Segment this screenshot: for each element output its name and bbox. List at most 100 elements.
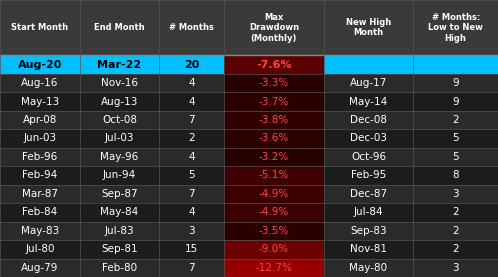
Bar	[413, 222, 498, 240]
Text: Mar-22: Mar-22	[98, 60, 141, 70]
Text: 9: 9	[452, 78, 459, 88]
Bar	[159, 258, 224, 277]
Bar	[324, 111, 413, 129]
Bar	[224, 203, 324, 222]
Text: Apr-08: Apr-08	[22, 115, 57, 125]
Text: Jul-03: Jul-03	[105, 134, 134, 143]
Bar	[80, 166, 159, 185]
Text: Feb-94: Feb-94	[22, 170, 57, 180]
Text: 2: 2	[452, 115, 459, 125]
Bar	[159, 92, 224, 111]
Text: New High
Month: New High Month	[346, 18, 391, 37]
Text: Sep-87: Sep-87	[101, 189, 138, 199]
Text: Aug-16: Aug-16	[21, 78, 59, 88]
Bar	[224, 74, 324, 92]
Text: 20: 20	[184, 60, 199, 70]
Bar	[224, 240, 324, 258]
Text: 7: 7	[188, 189, 195, 199]
Text: -5.1%: -5.1%	[259, 170, 289, 180]
Bar	[80, 74, 159, 92]
Text: 3: 3	[188, 226, 195, 236]
Bar	[413, 203, 498, 222]
Text: Feb-95: Feb-95	[351, 170, 386, 180]
Text: 15: 15	[185, 244, 198, 254]
Bar	[224, 185, 324, 203]
Text: Oct-08: Oct-08	[102, 115, 137, 125]
Text: Dec-03: Dec-03	[350, 134, 387, 143]
Bar	[159, 222, 224, 240]
Text: Aug-17: Aug-17	[350, 78, 387, 88]
Bar	[324, 222, 413, 240]
Bar	[413, 148, 498, 166]
Bar	[80, 240, 159, 258]
Text: Jul-84: Jul-84	[354, 207, 383, 217]
Text: Max
Drawdown
(Monthly): Max Drawdown (Monthly)	[249, 13, 299, 43]
Text: ?: ?	[365, 60, 372, 70]
Bar	[0, 0, 80, 55]
Bar	[159, 0, 224, 55]
Text: Jul-80: Jul-80	[25, 244, 55, 254]
Text: 2: 2	[452, 226, 459, 236]
Bar	[0, 74, 80, 92]
Bar	[159, 166, 224, 185]
Bar	[0, 240, 80, 258]
Text: Nov-16: Nov-16	[101, 78, 138, 88]
Text: Nov-81: Nov-81	[350, 244, 387, 254]
Text: -3.2%: -3.2%	[259, 152, 289, 162]
Bar	[80, 203, 159, 222]
Bar	[0, 185, 80, 203]
Text: Aug-13: Aug-13	[101, 97, 138, 107]
Text: -4.9%: -4.9%	[259, 207, 289, 217]
Bar	[80, 185, 159, 203]
Bar	[413, 92, 498, 111]
Bar	[0, 111, 80, 129]
Bar	[413, 240, 498, 258]
Bar	[80, 129, 159, 148]
Bar	[0, 166, 80, 185]
Text: May-96: May-96	[101, 152, 138, 162]
Bar	[224, 258, 324, 277]
Text: Sep-81: Sep-81	[101, 244, 138, 254]
Text: Dec-87: Dec-87	[350, 189, 387, 199]
Bar	[324, 185, 413, 203]
Text: Oct-96: Oct-96	[351, 152, 386, 162]
Text: Mar-87: Mar-87	[22, 189, 58, 199]
Text: 2: 2	[452, 207, 459, 217]
Text: Aug-20: Aug-20	[17, 60, 62, 70]
Bar	[0, 129, 80, 148]
Bar	[224, 92, 324, 111]
Text: Sep-83: Sep-83	[350, 226, 387, 236]
Bar	[413, 185, 498, 203]
Text: # Months:
Low to New
High: # Months: Low to New High	[428, 13, 483, 43]
Bar	[0, 55, 80, 74]
Bar	[224, 55, 324, 74]
Bar	[159, 55, 224, 74]
Bar	[413, 55, 498, 74]
Bar	[80, 222, 159, 240]
Bar	[324, 258, 413, 277]
Text: May-13: May-13	[21, 97, 59, 107]
Text: 2: 2	[188, 134, 195, 143]
Bar	[159, 74, 224, 92]
Bar	[224, 111, 324, 129]
Bar	[159, 111, 224, 129]
Text: Start Month: Start Month	[11, 23, 68, 32]
Text: 9: 9	[452, 97, 459, 107]
Text: Feb-96: Feb-96	[22, 152, 57, 162]
Bar	[159, 185, 224, 203]
Text: May-83: May-83	[21, 226, 59, 236]
Bar	[0, 148, 80, 166]
Text: May-14: May-14	[350, 97, 387, 107]
Bar	[324, 55, 413, 74]
Bar	[80, 92, 159, 111]
Bar	[80, 258, 159, 277]
Bar	[224, 148, 324, 166]
Bar	[159, 148, 224, 166]
Text: -3.7%: -3.7%	[259, 97, 289, 107]
Bar	[80, 111, 159, 129]
Text: 4: 4	[188, 97, 195, 107]
Text: -9.0%: -9.0%	[259, 244, 289, 254]
Text: Aug-79: Aug-79	[21, 263, 59, 273]
Text: 4: 4	[188, 207, 195, 217]
Text: 7: 7	[188, 263, 195, 273]
